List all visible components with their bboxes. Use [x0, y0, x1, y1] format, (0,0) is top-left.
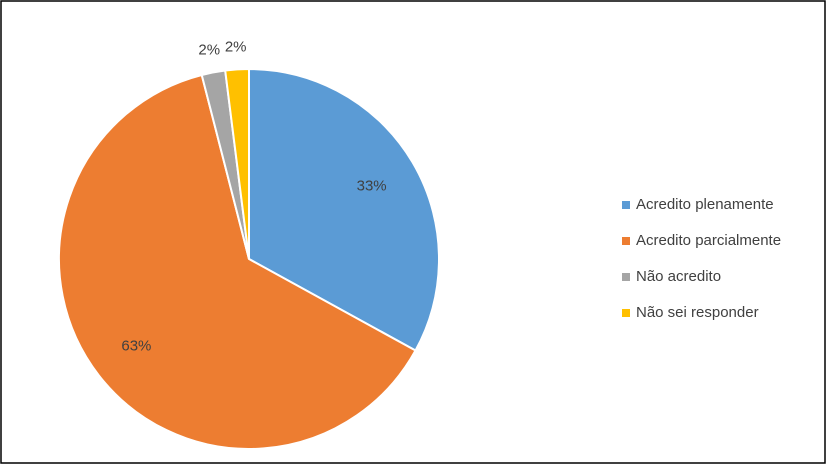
legend-label: Não acredito	[636, 268, 721, 285]
legend-swatch	[622, 237, 630, 245]
pie-slice	[57, 73, 417, 450]
legend-swatch	[622, 273, 630, 281]
data-label: 33%	[357, 177, 387, 194]
legend-swatch	[622, 201, 630, 209]
data-label: 2%	[225, 38, 247, 55]
data-label: 2%	[198, 42, 220, 59]
legend-label: Acredito plenamente	[636, 196, 774, 213]
legend-swatch	[622, 309, 630, 317]
legend-label: Não sei responder	[636, 304, 759, 321]
legend-label: Acredito parcialmente	[636, 232, 781, 249]
data-label: 63%	[121, 337, 151, 354]
pie-slice	[248, 67, 440, 352]
pie-slice	[224, 67, 250, 260]
